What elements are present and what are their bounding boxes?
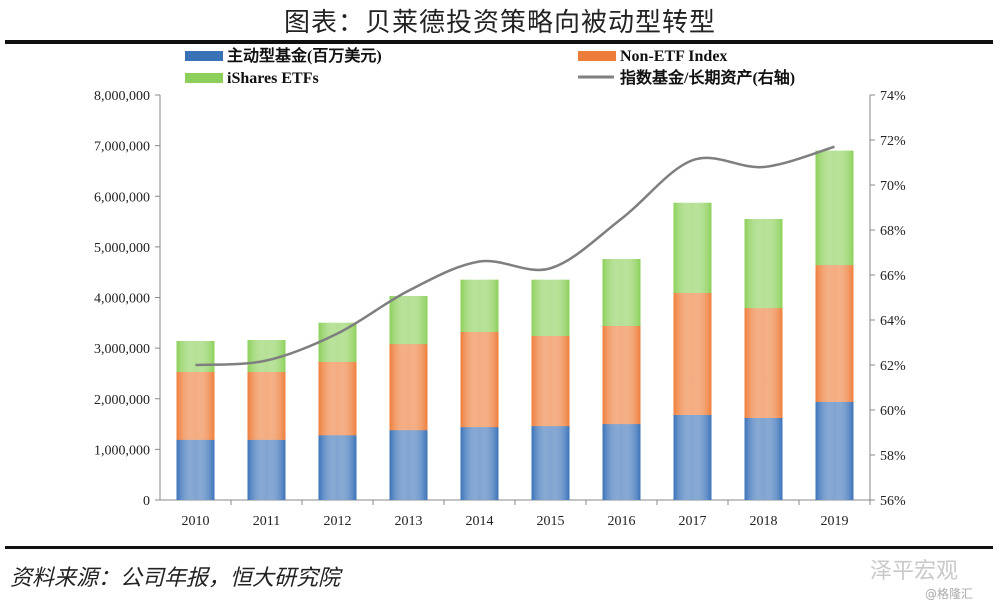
- y-tick-label: 4,000,000: [94, 292, 150, 307]
- y-tick-label: 2,000,000: [94, 393, 150, 408]
- top-rule: [5, 40, 993, 44]
- bar-shade: [744, 308, 783, 418]
- bar-shade: [531, 279, 570, 336]
- bar-shade: [176, 439, 215, 500]
- y2-tick-label: 58%: [880, 449, 906, 464]
- y-tick-label: 6,000,000: [94, 190, 150, 205]
- y-tick-label: 8,000,000: [94, 89, 150, 104]
- y-tick-label: 1,000,000: [94, 443, 150, 458]
- bar-shade: [815, 150, 854, 266]
- y-tick-label: 5,000,000: [94, 241, 150, 256]
- bottom-rule: [5, 546, 993, 549]
- legend-label: iShares ETFs: [227, 70, 319, 87]
- bar-shade: [460, 427, 499, 500]
- legend-label: 主动型基金(百万美元): [227, 46, 382, 65]
- y2-tick-label: 68%: [880, 224, 906, 239]
- x-tick-label: 2019: [821, 514, 849, 529]
- bar-shade: [318, 361, 357, 436]
- y2-tick-label: 60%: [880, 404, 906, 419]
- watermark-secondary: @格隆汇: [925, 587, 974, 601]
- bar-shade: [389, 295, 428, 345]
- bar-shade: [247, 439, 286, 500]
- bar-shade: [744, 219, 783, 309]
- bar-shade: [673, 414, 712, 500]
- x-tick-label: 2011: [253, 514, 280, 529]
- y2-tick-label: 70%: [880, 179, 906, 194]
- legend-swatch: [185, 51, 223, 61]
- legend-label: 指数基金/长期资产(右轴): [620, 68, 795, 87]
- y2-tick-label: 56%: [880, 494, 906, 509]
- bar-shade: [460, 279, 499, 332]
- bar-shade: [176, 371, 215, 440]
- x-tick-label: 2013: [395, 514, 423, 529]
- legend-swatch: [185, 73, 223, 83]
- x-tick-label: 2010: [182, 514, 210, 529]
- y2-tick-label: 62%: [880, 359, 906, 374]
- bar-shade: [389, 344, 428, 431]
- watermark: 泽平宏观: [870, 559, 959, 584]
- bar-shade: [247, 371, 286, 440]
- legend-label: Non-ETF Index: [620, 48, 727, 65]
- y-tick-label: 7,000,000: [94, 140, 150, 155]
- bar-shade: [318, 435, 357, 500]
- chart-title: 图表：贝莱德投资策略向被动型转型: [283, 8, 716, 38]
- bar-shade: [815, 265, 854, 402]
- y-tick-label: 3,000,000: [94, 342, 150, 357]
- legend-swatch: [578, 51, 616, 61]
- x-tick-label: 2016: [608, 514, 636, 529]
- x-tick-label: 2017: [679, 514, 707, 529]
- bar-shade: [460, 331, 499, 428]
- bar-shade: [673, 202, 712, 293]
- bar-shade: [815, 401, 854, 500]
- bar-shade: [673, 292, 712, 415]
- y2-tick-label: 74%: [880, 89, 906, 104]
- source-note: 资料来源：公司年报，恒大研究院: [10, 566, 341, 591]
- bar-shade: [602, 259, 641, 326]
- x-tick-label: 2018: [750, 514, 778, 529]
- bar-shade: [389, 430, 428, 500]
- bar-shade: [531, 335, 570, 427]
- y2-tick-label: 66%: [880, 269, 906, 284]
- bar-shade: [602, 325, 641, 425]
- bar-shade: [531, 426, 570, 500]
- x-tick-label: 2015: [537, 514, 565, 529]
- line-series: [195, 145, 835, 367]
- bar-shade: [176, 341, 215, 372]
- x-tick-label: 2014: [466, 514, 494, 529]
- y-tick-label: 0: [143, 494, 150, 509]
- y2-tick-label: 64%: [880, 314, 906, 329]
- bar-shade: [602, 424, 641, 500]
- x-tick-label: 2012: [324, 514, 352, 529]
- y2-tick-label: 72%: [880, 134, 906, 149]
- bar-shade: [744, 417, 783, 500]
- bar-shade: [318, 322, 357, 362]
